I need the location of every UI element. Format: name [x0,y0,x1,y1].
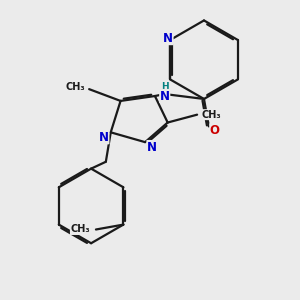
Text: CH₃: CH₃ [66,82,85,92]
Text: N: N [160,89,170,103]
Text: N: N [147,141,157,154]
Text: N: N [99,131,109,144]
Text: CH₃: CH₃ [201,110,221,120]
Text: N: N [163,32,173,45]
Text: H: H [161,82,169,91]
Text: O: O [210,124,220,137]
Text: CH₃: CH₃ [70,224,90,235]
